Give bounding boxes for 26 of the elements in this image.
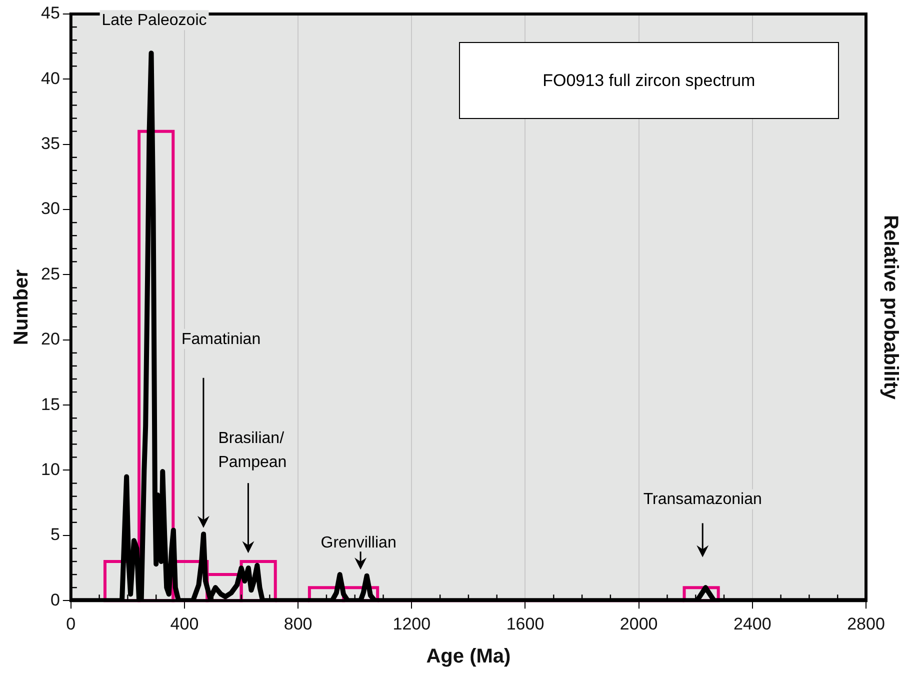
annotation: Transamazonian <box>643 491 762 508</box>
y-tick-label: 5 <box>50 525 60 544</box>
x-axis-title: Age (Ma) <box>426 646 511 668</box>
y-tick-label: 10 <box>40 460 60 479</box>
x-tick-label: 2000 <box>620 614 658 634</box>
y-tick-label: 15 <box>40 394 60 414</box>
annotation: Late Paleozoic <box>102 12 207 30</box>
x-tick-label: 800 <box>284 614 312 634</box>
annotation: Brasilian/ Pampean <box>218 430 287 472</box>
y-tick-label: 25 <box>40 264 60 284</box>
x-tick-label: 2400 <box>734 614 772 634</box>
x-tick-label: 1200 <box>392 614 431 634</box>
x-tick-label: 0 <box>66 614 76 634</box>
x-tick-label: 2800 <box>847 614 885 634</box>
annotation: Grenvillian <box>320 534 396 552</box>
y-tick-label: 40 <box>40 68 60 88</box>
y2-axis-title: Relative probability <box>879 215 902 400</box>
y-tick-label: 45 <box>40 4 60 23</box>
y-tick-label: 30 <box>40 199 60 218</box>
y-tick-label: 20 <box>40 330 60 349</box>
y-tick-label: 0 <box>50 590 60 610</box>
x-tick-label: 400 <box>170 614 199 634</box>
x-tick-label: 1600 <box>506 614 544 634</box>
annotation: Famatinian <box>181 330 261 348</box>
y-tick-label: 35 <box>40 134 60 154</box>
y-axis-title: Number <box>10 269 33 346</box>
